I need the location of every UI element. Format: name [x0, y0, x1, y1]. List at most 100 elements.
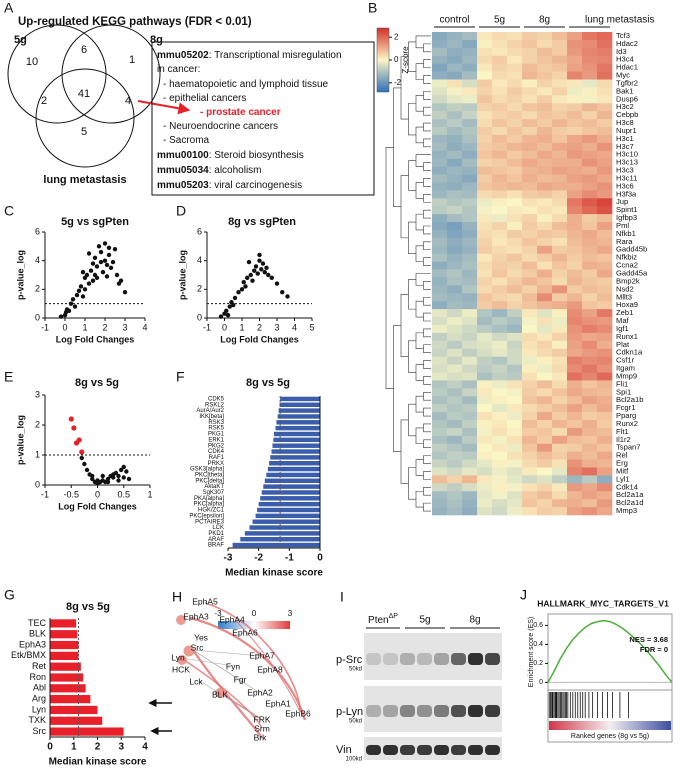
heatmap-cell: [477, 95, 493, 104]
heatmap-cell: [462, 364, 478, 373]
network-edge: [180, 657, 263, 729]
heatmap-cell: [447, 95, 463, 104]
heatmap-cell: [492, 293, 508, 302]
network-edge: [204, 602, 301, 713]
heatmap-cell: [492, 317, 508, 326]
gene-label: Jup: [616, 197, 628, 206]
heatmap-cell: [447, 237, 463, 247]
heatmap-cell: [537, 166, 553, 175]
heatmap-cell: [432, 222, 448, 231]
heatmap-cell: [567, 396, 583, 405]
gene-label: H3f3a: [616, 189, 637, 198]
heatmap-cell: [477, 427, 493, 437]
category-label: PKC[alpha]: [194, 502, 225, 508]
heatmap-cell: [552, 435, 568, 445]
heatmap-cell: [537, 245, 553, 255]
heatmap-cell: [492, 451, 508, 460]
heatmap-cell: [462, 317, 478, 326]
heatmap-cell: [432, 127, 448, 136]
bar: [50, 727, 124, 736]
heatmap-cell: [597, 507, 613, 516]
heatmap-cell: [447, 253, 463, 262]
heatmap-cell: [582, 317, 598, 326]
bar: [267, 466, 320, 472]
heatmap-cell: [522, 324, 538, 334]
x-tick-label: 4: [142, 742, 148, 753]
y-tick-label: 2: [35, 284, 40, 294]
chart-title: 8g vs sgPten: [228, 216, 296, 228]
heatmap-cell: [432, 111, 448, 120]
heatmap-cell: [432, 348, 448, 357]
heatmap-cell: [582, 237, 598, 247]
heatmap-cell: [477, 483, 493, 492]
heatmap-cell: [462, 119, 478, 128]
dendrogram: [408, 467, 416, 500]
heatmap-cell: [567, 317, 583, 326]
blot-band: [400, 653, 415, 665]
point: [70, 297, 76, 302]
genotype-sup: ΔP: [389, 613, 399, 620]
heatmap-cell: [567, 47, 583, 57]
heatmap-cell: [432, 166, 448, 175]
heatmap-cell: [522, 499, 538, 508]
heatmap-cell: [462, 111, 478, 120]
heatmap-cell: [567, 190, 583, 199]
heatmap-cell: [462, 87, 478, 96]
heatmap-cell: [462, 396, 478, 405]
gene-label: Runx1: [616, 332, 638, 341]
heatmap-cell: [597, 372, 613, 381]
network-node-label: EphA4: [219, 614, 245, 624]
heatmap-cell: [447, 332, 463, 342]
heatmap-cell: [552, 348, 568, 357]
heatmap-cell: [597, 324, 613, 334]
heatmap-cell: [432, 182, 448, 191]
heatmap-cell: [522, 261, 538, 270]
heatmap-cell: [492, 309, 508, 318]
heatmap-cell: [597, 71, 613, 80]
heatmap-cell: [582, 111, 598, 120]
point: [280, 290, 285, 295]
heatmap-cell: [432, 79, 448, 88]
heatmap-cell: [522, 475, 538, 484]
heatmap-cell: [582, 47, 598, 57]
heatmap-cell: [432, 419, 448, 429]
heatmap-cell: [507, 301, 523, 310]
heatmap-cell: [537, 388, 553, 397]
heatmap-cell: [507, 427, 523, 437]
heatmap-cell: [447, 119, 463, 128]
heatmap-cell: [552, 158, 568, 167]
bar: [261, 490, 320, 495]
dendrogram: [423, 391, 431, 401]
heatmap-cell: [582, 261, 598, 270]
heatmap-cell: [492, 87, 508, 96]
gene-label: Cebpb: [616, 110, 638, 119]
pathway-text: - Sacroma: [163, 135, 210, 146]
group-label: 5g: [494, 15, 505, 26]
heatmap-cell: [447, 427, 463, 437]
x-tick-label: 0: [317, 553, 323, 564]
network-node-label: Fgr: [234, 674, 247, 684]
dendrogram: [423, 328, 431, 338]
bar: [50, 684, 86, 693]
dendrogram: [415, 364, 424, 381]
x-axis-label: Median kinase score: [49, 757, 147, 768]
heatmap-cell: [582, 119, 598, 128]
point: [116, 478, 121, 483]
dendrogram: [400, 175, 409, 239]
heatmap-cell: [582, 222, 598, 231]
pathway-text: in cancer:: [157, 64, 200, 75]
blot-band: [468, 705, 483, 717]
heatmap-cell: [567, 229, 583, 239]
gene-label: Maf: [616, 316, 630, 325]
y-tick-label: 1: [35, 449, 40, 459]
heatmap-cell: [567, 372, 583, 381]
chart-title: 8g vs 5g: [66, 601, 110, 613]
heatmap-cell: [492, 324, 508, 334]
heatmap-cell: [462, 269, 478, 278]
bar: [240, 537, 320, 542]
dendrogram: [423, 241, 431, 251]
heatmap-cell: [492, 491, 508, 500]
network-node-label: Yes: [194, 632, 208, 642]
heatmap-cell: [492, 285, 508, 294]
x-tick-label: 0.5: [117, 489, 130, 499]
